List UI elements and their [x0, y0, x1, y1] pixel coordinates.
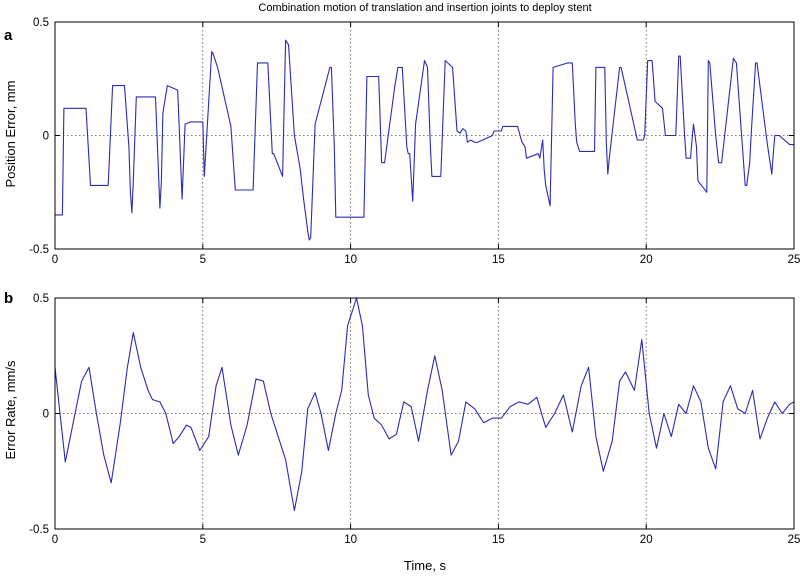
- xtick-label-b-5: 25: [788, 534, 800, 546]
- xtick-label-a-4: 20: [640, 254, 653, 266]
- xtick-label-b-1: 5: [200, 534, 206, 546]
- xtick-label-b-4: 20: [640, 534, 653, 546]
- series-line-a: [55, 39, 794, 241]
- ytick-label-a-2: 0.5: [33, 17, 49, 29]
- xtick-label-a-3: 15: [492, 254, 505, 266]
- series-line-b: [54, 297, 795, 512]
- panel-letter-a: a: [4, 27, 13, 44]
- xtick-label-a-1: 5: [200, 254, 206, 266]
- ylabel-b: Error Rate, mm/s: [3, 360, 18, 459]
- figure-title: Combination motion of translation and in…: [258, 2, 591, 14]
- ytick-label-b-1: 0: [43, 409, 49, 421]
- xlabel: Time, s: [404, 558, 447, 573]
- xtick-label-b-2: 10: [344, 534, 357, 546]
- ytick-label-a-1: 0: [43, 131, 49, 143]
- panel-letter-b: b: [4, 290, 13, 307]
- xtick-label-a-0: 0: [52, 254, 58, 266]
- panel-b-plot: 0 5 10 15 20 25-0.500.5: [29, 293, 800, 546]
- ytick-label-b-0: -0.5: [29, 524, 49, 536]
- panel-a-plot: 0 5 10 15 20 25-0.500.5: [29, 17, 800, 266]
- ytick-label-b-2: 0.5: [33, 293, 49, 305]
- xtick-label-a-2: 10: [344, 254, 357, 266]
- ytick-label-a-0: -0.5: [29, 244, 49, 256]
- ylabel-a: Position Error, mm: [3, 81, 18, 188]
- xtick-label-b-3: 15: [492, 534, 505, 546]
- plot-area-b: [55, 298, 794, 529]
- xtick-label-a-5: 25: [788, 254, 800, 266]
- xtick-label-b-0: 0: [52, 534, 58, 546]
